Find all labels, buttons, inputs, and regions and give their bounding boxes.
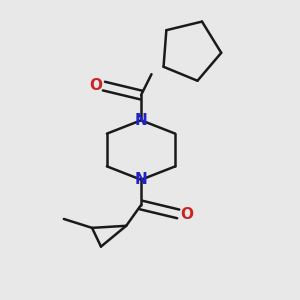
Text: N: N xyxy=(135,172,148,187)
Text: O: O xyxy=(180,207,193,222)
Text: O: O xyxy=(89,78,102,93)
Text: N: N xyxy=(135,113,148,128)
